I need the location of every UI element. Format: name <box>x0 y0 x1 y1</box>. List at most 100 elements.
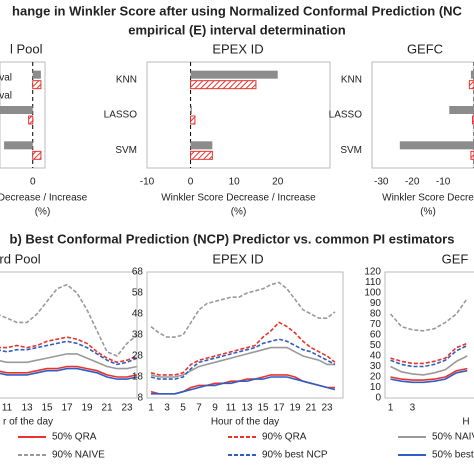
x-tick-label: 9 <box>212 403 218 414</box>
y-tick-label: 100 <box>364 288 381 299</box>
x-tick-label: 3 <box>410 403 416 414</box>
x-tick-label: 13 <box>241 403 253 414</box>
bar <box>4 141 33 150</box>
bar <box>190 141 213 150</box>
y-tick-label: 20 <box>370 372 382 383</box>
category-label: LASSO <box>329 110 363 121</box>
category-label: LASSO <box>104 110 138 121</box>
bar <box>32 80 42 90</box>
y-tick-label: 50 <box>370 340 382 351</box>
line <box>151 376 336 395</box>
bar <box>28 115 34 125</box>
x-tick-label: 11 <box>2 403 13 414</box>
x-axis-label: (%) <box>231 207 247 218</box>
panel-title: EPEX ID <box>212 251 263 266</box>
x-tick-label: 19 <box>81 403 93 414</box>
x-tick-label: 1 <box>388 403 394 414</box>
y-tick-label: 90 <box>370 298 382 309</box>
x-tick-label: 23 <box>121 403 133 414</box>
bar <box>32 70 41 79</box>
y-tick-label: 60 <box>370 330 382 341</box>
x-tick-label: 15 <box>257 403 269 414</box>
line <box>0 340 138 366</box>
y-tick-label: 28 <box>132 351 144 362</box>
x-tick-label: -10 <box>140 177 155 188</box>
x-tick-label: 0 <box>188 177 194 188</box>
x-tick-label: 23 <box>321 403 333 414</box>
legend-label: 50% NAIVE <box>432 432 474 443</box>
bar <box>471 115 474 125</box>
y-tick-label: 0 <box>375 393 381 404</box>
line <box>390 355 468 376</box>
x-tick-label: 21 <box>101 403 113 414</box>
x-tick-label: 15 <box>41 403 53 414</box>
line <box>0 367 138 380</box>
x-tick-label: 20 <box>272 177 284 188</box>
bar <box>0 106 33 114</box>
y-tick-label: 48 <box>132 309 144 320</box>
panel-title: rd Pool <box>0 251 41 266</box>
legend-label: 50% best NCP <box>432 450 474 461</box>
line <box>390 367 468 381</box>
figure-title: empirical (E) interval determination <box>128 22 346 37</box>
plot-frame <box>384 271 474 399</box>
y-tick-label: 70 <box>370 319 382 330</box>
y-tick-label: 110 <box>365 277 381 288</box>
line <box>389 297 468 332</box>
plot-frame <box>146 271 344 399</box>
category-label: SVM <box>115 145 137 156</box>
legend-label: 90% QRA <box>262 432 307 443</box>
y-tick-label: 18 <box>132 372 144 383</box>
line <box>150 338 336 380</box>
panel-title: l Pool <box>10 41 43 56</box>
category-label: SVM <box>340 145 362 156</box>
x-tick-label: 17 <box>273 403 285 414</box>
bar <box>449 106 474 114</box>
y-tick-label: 68 <box>132 267 144 278</box>
x-tick-label: 7 <box>196 403 202 414</box>
x-axis-label: Winkler Score Decrease / Increase <box>161 193 316 204</box>
bar <box>32 150 42 160</box>
x-tick-label: 17 <box>61 403 73 414</box>
line <box>0 365 138 378</box>
plot-frame <box>371 61 474 169</box>
x-tick-label: 19 <box>289 403 301 414</box>
x-tick-label: 1 <box>148 403 154 414</box>
y-tick-label: 80 <box>370 309 382 320</box>
line <box>150 281 336 338</box>
x-tick-label: 0 <box>30 177 36 188</box>
x-tick-label: 11 <box>226 403 237 414</box>
panel-title: EPEX ID <box>212 41 263 56</box>
legend-label: 50% QRA <box>52 432 97 443</box>
figure-title: hange in Winkler Score after using Norma… <box>12 3 463 18</box>
y-tick-label: 120 <box>364 267 381 278</box>
x-tick-label: -10 <box>436 177 451 188</box>
x-axis-label: Decrease / Increase <box>0 193 88 204</box>
y-tick-label: 38 <box>132 330 144 341</box>
line <box>390 342 468 365</box>
x-axis-label: H <box>462 417 469 428</box>
legend-label: 90% best NCP <box>262 450 328 461</box>
x-axis-label: (%) <box>420 207 436 218</box>
panel-title: GEFC <box>407 41 443 56</box>
x-tick-label: 5 <box>180 403 186 414</box>
x-axis-label: Hour of the day <box>211 417 279 428</box>
x-tick-label: -20 <box>405 177 420 188</box>
bar <box>190 115 196 125</box>
bar <box>190 106 192 114</box>
y-tick-label: 30 <box>370 361 382 372</box>
panel-title: GEF <box>442 251 469 266</box>
x-tick-label: 21 <box>305 403 317 414</box>
category-label: KNN <box>116 74 137 85</box>
y-tick-label: 40 <box>370 351 382 362</box>
x-tick-label: 3 <box>164 403 170 414</box>
plot-frame <box>0 61 46 169</box>
bar <box>190 80 257 90</box>
bar <box>470 70 474 79</box>
category-label: KNN <box>341 74 362 85</box>
legend-label: val <box>0 91 12 102</box>
line <box>150 321 336 376</box>
line <box>0 353 138 370</box>
